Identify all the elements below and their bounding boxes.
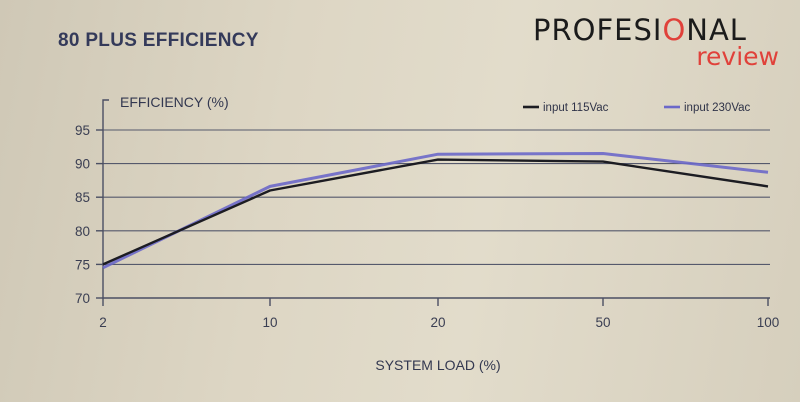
x-tick-label-50: 50 <box>595 315 610 330</box>
watermark-brand: PROFESIONAL <box>533 14 783 46</box>
y-tick-labels: 70 75 80 85 90 95 <box>75 123 103 306</box>
watermark-brand-end: NAL <box>686 13 747 47</box>
axis-frame <box>102 99 770 299</box>
x-tick-label-2: 2 <box>99 315 107 330</box>
y-tick-label-85: 85 <box>75 190 90 205</box>
y-tick-label-70: 70 <box>75 291 90 306</box>
x-axis-label: SYSTEM LOAD (%) <box>375 357 500 373</box>
watermark-logo: PROFESIONAL review <box>533 14 783 76</box>
y-tick-label-80: 80 <box>75 224 90 239</box>
legend-label-115vac: input 115Vac <box>543 102 609 114</box>
chart-title: 80 PLUS EFFICIENCY <box>58 30 259 51</box>
x-tick-label-10: 10 <box>262 315 277 330</box>
x-tick-label-100: 100 <box>757 315 780 330</box>
axes <box>102 99 770 299</box>
series-lines <box>102 152 769 270</box>
y-tick-label-95: 95 <box>75 123 90 138</box>
watermark-sub: review <box>696 42 779 71</box>
y-tick-label-75: 75 <box>75 257 90 272</box>
y-tick-label-90: 90 <box>75 157 90 172</box>
series-line-230vac <box>102 152 769 270</box>
series-line-115vac <box>102 158 769 266</box>
watermark-brand-main: PROFESI <box>533 13 663 47</box>
y-axis-label: EFFICIENCY (%) <box>120 94 229 110</box>
x-tick-label-20: 20 <box>430 315 445 330</box>
x-tick-labels: 2 10 20 50 100 <box>99 298 779 330</box>
grid-lines <box>103 129 770 265</box>
legend-label-230vac: input 230Vac <box>684 102 751 114</box>
legend: input 115Vac input 230Vac <box>523 102 751 114</box>
watermark-brand-accent: O <box>662 13 687 47</box>
